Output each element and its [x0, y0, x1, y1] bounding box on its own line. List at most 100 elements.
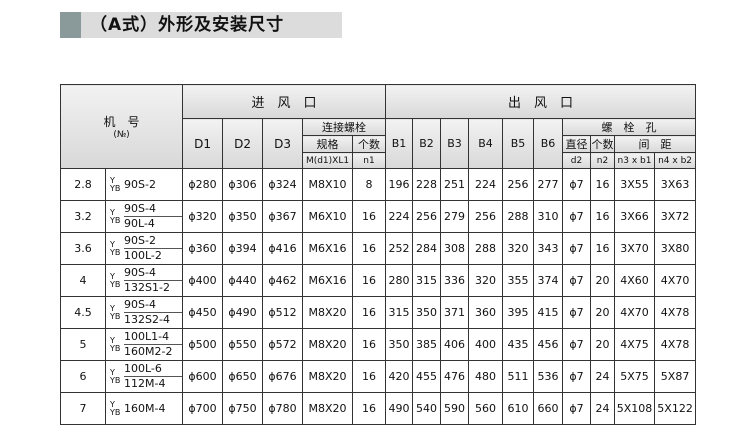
- value-cell: ϕ7: [562, 328, 592, 361]
- symbol-header: n2: [590, 152, 616, 169]
- value-cell: ϕ500: [182, 328, 224, 361]
- prefix-top: Y: [110, 175, 115, 185]
- outlet-header: 出 风 口: [385, 84, 697, 119]
- motor-prefix: Y YB: [107, 271, 124, 289]
- motor-model: 160M-4: [124, 401, 166, 415]
- motor-model: 100L-2: [124, 248, 182, 263]
- value-cell: 20: [590, 264, 616, 297]
- motor-model: 90S-2: [124, 177, 156, 191]
- motor: Y YB 90S-4 90L-4: [107, 202, 182, 232]
- table-row: 3.2 Y YB 90S-4 90L-4 ϕ320 ϕ350 ϕ367 M6X10 16 224 25…: [60, 200, 697, 233]
- motor-model: 132S1-2: [124, 280, 182, 295]
- col-header: B2: [412, 118, 442, 169]
- motor-models: 90S-2 100L-2: [124, 234, 182, 263]
- motor: Y YB 90S-4 132S2-4: [107, 298, 182, 328]
- value-cell: 16: [352, 200, 387, 233]
- value-cell: 3X66: [614, 200, 656, 233]
- value-cell: 343: [533, 232, 564, 265]
- value-cell: 256: [468, 200, 504, 233]
- motor-model: 90S-4: [124, 202, 156, 215]
- value-cell: 224: [468, 168, 504, 201]
- col-header: B1: [385, 118, 414, 169]
- value-cell: 320: [468, 264, 504, 297]
- motor: Y YB 100L1-4 160M2-2: [107, 330, 182, 360]
- prefix-top: Y: [110, 207, 115, 217]
- value-cell: 355: [502, 264, 535, 297]
- table-body: 2.8 Y YB 90S-2 ϕ280 ϕ306 ϕ324 M8X10 8 196 228 251 22…: [60, 168, 697, 425]
- value-cell: ϕ440: [222, 264, 264, 297]
- title-mark: [60, 12, 81, 38]
- symbol-header: M(d1)XL1: [302, 152, 354, 169]
- value-cell: ϕ367: [262, 200, 304, 233]
- value-cell: 310: [533, 200, 564, 233]
- symbol-header: n3 x b1: [614, 152, 656, 169]
- motor-cell: Y YB 100L1-4 160M2-2: [104, 328, 184, 361]
- value-cell: ϕ360: [182, 232, 224, 265]
- value-cell: 480: [468, 360, 504, 393]
- motor-prefix: Y YB: [107, 207, 124, 225]
- sub-header: 个数: [352, 135, 387, 153]
- value-cell: 16: [352, 264, 387, 297]
- machine-no-cell: 7: [60, 392, 106, 425]
- motor-model: 100L1-4: [124, 330, 170, 343]
- prefix-top: Y: [110, 303, 115, 313]
- value-cell: M8X20: [302, 328, 354, 361]
- value-cell: 224: [385, 200, 414, 233]
- table-row: 2.8 Y YB 90S-2 ϕ280 ϕ306 ϕ324 M8X10 8 196 228 251 22…: [60, 168, 697, 201]
- dimension-table: 机 号 (№) 进 风 口 出 风 口 D1 D2 D3 连接螺栓 B1 B2 …: [59, 84, 697, 425]
- title-bar: （A式）外形及安装尺寸: [60, 12, 342, 38]
- machine-no-cell: 3.2: [60, 200, 106, 233]
- prefix-bottom: YB: [110, 215, 121, 225]
- value-cell: 3X80: [654, 232, 697, 265]
- col-header: B3: [440, 118, 470, 169]
- hole-header: 螺 栓 孔: [562, 118, 697, 136]
- value-cell: 385: [412, 328, 442, 361]
- motor-model: 112M-4: [124, 376, 182, 391]
- motor-models: 90S-4 132S2-4: [124, 298, 182, 327]
- value-cell: 476: [440, 360, 470, 393]
- value-cell: 660: [533, 392, 564, 425]
- motor-cell: Y YB 90S-2 100L-2: [104, 232, 184, 265]
- value-cell: 456: [533, 328, 564, 361]
- value-cell: 3X55: [614, 168, 656, 201]
- motor: Y YB 90S-2: [107, 170, 182, 200]
- machine-no-cell: 4.5: [60, 296, 106, 329]
- symbol-header: d2: [562, 152, 592, 169]
- value-cell: ϕ462: [262, 264, 304, 297]
- prefix-bottom: YB: [110, 375, 121, 385]
- value-cell: 308: [440, 232, 470, 265]
- value-cell: M6X10: [302, 200, 354, 233]
- col-header: D2: [222, 118, 264, 169]
- prefix-top: Y: [110, 271, 115, 281]
- value-cell: 4X70: [654, 264, 697, 297]
- value-cell: 540: [412, 392, 442, 425]
- value-cell: 360: [468, 296, 504, 329]
- value-cell: 256: [502, 168, 535, 201]
- table-row: 6 Y YB 100L-6 112M-4 ϕ600 ϕ650 ϕ676 M8X20 16 420 45…: [60, 360, 697, 393]
- value-cell: ϕ7: [562, 360, 592, 393]
- motor-model: 160M2-2: [124, 344, 182, 359]
- prefix-bottom: YB: [110, 407, 121, 417]
- col-header: B5: [502, 118, 535, 169]
- value-cell: 16: [590, 200, 616, 233]
- machine-no-cell: 4: [60, 264, 106, 297]
- value-cell: 256: [412, 200, 442, 233]
- value-cell: ϕ280: [182, 168, 224, 201]
- value-cell: 16: [352, 392, 387, 425]
- prefix-bottom: YB: [110, 183, 121, 193]
- value-cell: ϕ394: [222, 232, 264, 265]
- motor-prefix: Y YB: [107, 175, 124, 193]
- value-cell: M6X16: [302, 264, 354, 297]
- prefix-top: Y: [110, 335, 115, 345]
- prefix-top: Y: [110, 239, 115, 249]
- value-cell: M8X20: [302, 392, 354, 425]
- motor-model: 100L-6: [124, 362, 162, 375]
- motor-prefix: Y YB: [107, 303, 124, 321]
- symbol-header: n4 x b2: [654, 152, 697, 169]
- value-cell: 320: [502, 232, 535, 265]
- motor-models: 100L1-4 160M2-2: [124, 330, 182, 359]
- value-cell: ϕ572: [262, 328, 304, 361]
- prefix-top: Y: [110, 367, 115, 377]
- value-cell: ϕ7: [562, 232, 592, 265]
- motor-models: 160M-4: [124, 402, 182, 416]
